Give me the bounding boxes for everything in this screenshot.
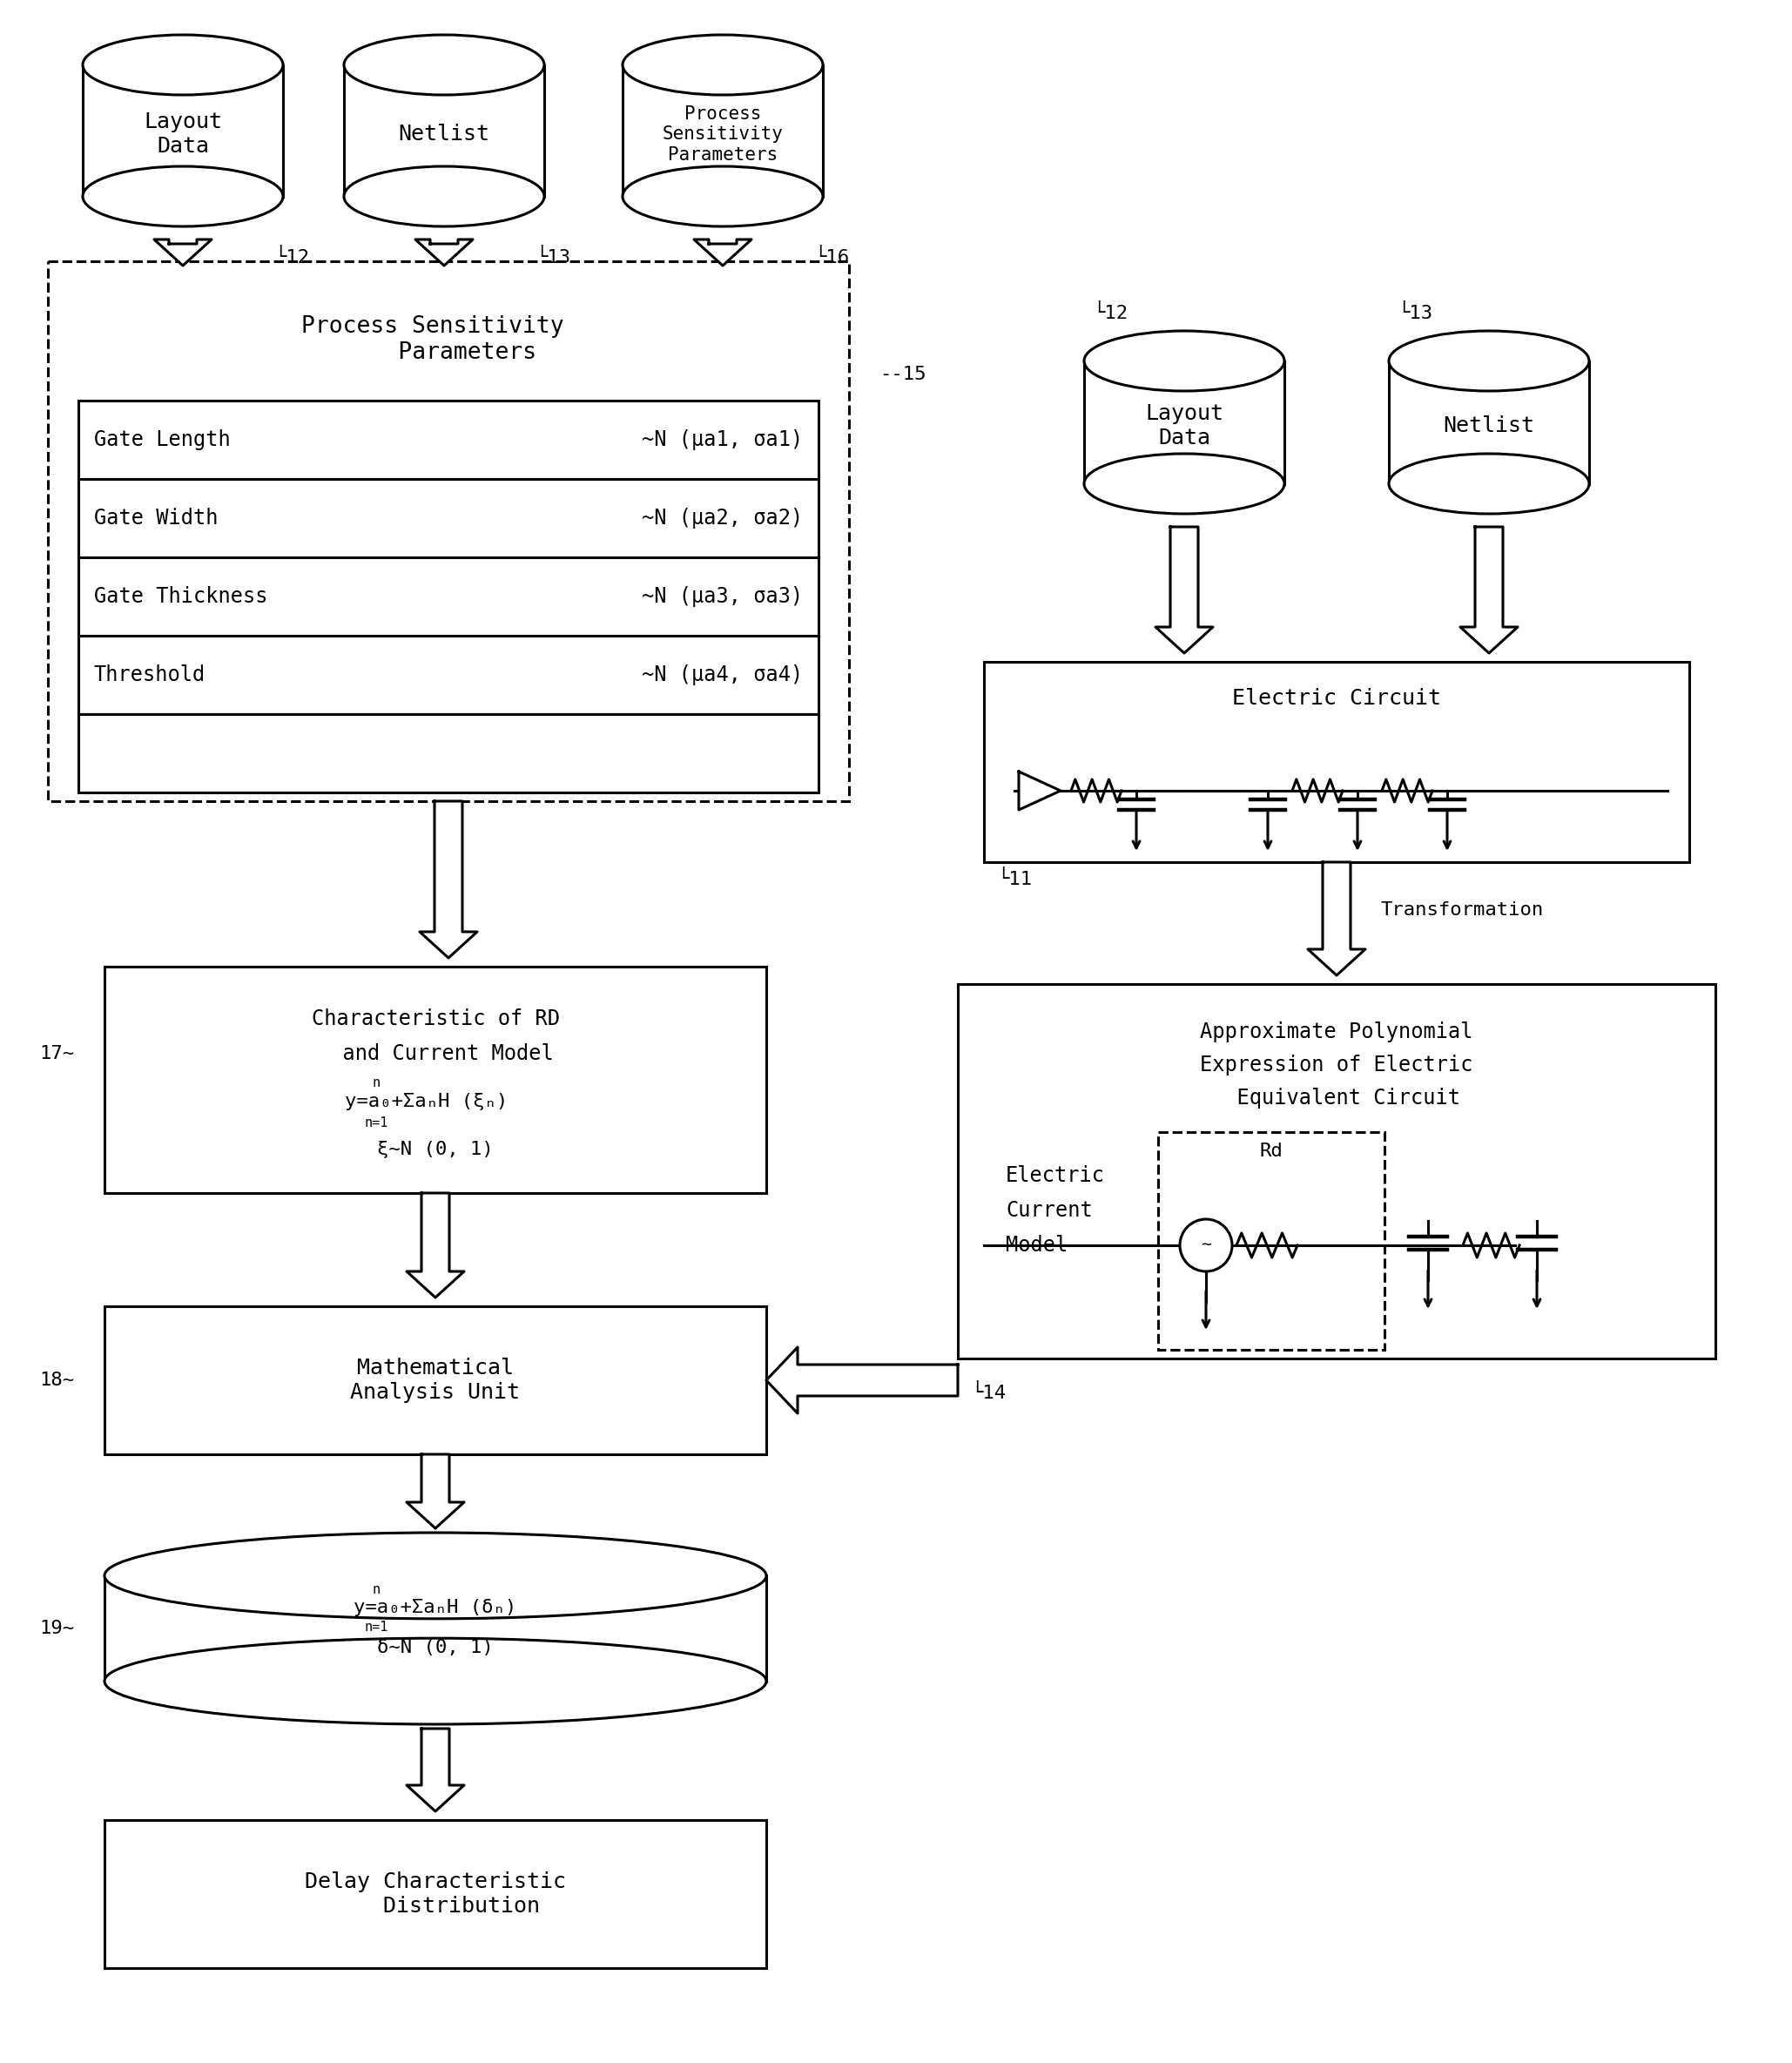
Bar	[104, 1820, 767, 1968]
Text: Gate Thickness: Gate Thickness	[93, 586, 267, 607]
Bar	[104, 1576, 767, 1681]
Ellipse shape	[344, 167, 545, 227]
Bar	[1084, 361, 1285, 483]
Text: Expression of Electric: Expression of Electric	[1201, 1054, 1473, 1075]
Bar	[79, 557, 819, 635]
Text: Netlist: Netlist	[1443, 415, 1534, 437]
Polygon shape	[154, 239, 211, 266]
Text: Mathematical
Analysis Unit: Mathematical Analysis Unit	[351, 1357, 520, 1403]
Ellipse shape	[622, 35, 823, 95]
Text: Rd: Rd	[1260, 1143, 1283, 1159]
Ellipse shape	[1084, 454, 1285, 514]
Bar	[104, 1306, 767, 1454]
Ellipse shape	[1389, 454, 1590, 514]
Text: n=1: n=1	[364, 1116, 389, 1131]
Text: Threshold: Threshold	[93, 664, 206, 685]
Polygon shape	[1020, 772, 1061, 811]
Polygon shape	[407, 1192, 464, 1298]
Text: and Current Model: and Current Model	[317, 1044, 554, 1065]
Text: Process
Sensitivity
Parameters: Process Sensitivity Parameters	[663, 105, 783, 163]
Text: 18~: 18~	[39, 1372, 73, 1388]
Text: ~N (μa4, σa4): ~N (μa4, σa4)	[642, 664, 803, 685]
Text: δ~N (0, 1): δ~N (0, 1)	[376, 1638, 493, 1657]
Bar	[1158, 1133, 1385, 1349]
Ellipse shape	[622, 167, 823, 227]
Text: ξ~N (0, 1): ξ~N (0, 1)	[376, 1141, 493, 1157]
Polygon shape	[1308, 862, 1366, 976]
Ellipse shape	[104, 1533, 767, 1619]
Text: Electric Circuit: Electric Circuit	[1233, 687, 1441, 710]
Bar	[82, 64, 283, 196]
Text: n=1: n=1	[364, 1622, 389, 1634]
Text: Gate Length: Gate Length	[93, 429, 231, 450]
Ellipse shape	[1389, 330, 1590, 392]
Text: Approximate Polynomial: Approximate Polynomial	[1201, 1021, 1473, 1042]
Text: Process Sensitivity
     Parameters: Process Sensitivity Parameters	[301, 316, 564, 363]
Text: Transformation: Transformation	[1380, 902, 1543, 918]
Bar	[104, 968, 767, 1192]
Text: Layout
Data: Layout Data	[143, 111, 222, 157]
Ellipse shape	[344, 35, 545, 95]
Text: ~N (μa3, σa3): ~N (μa3, σa3)	[642, 586, 803, 607]
Text: Delay Characteristic
    Distribution: Delay Characteristic Distribution	[305, 1871, 566, 1917]
Bar	[79, 714, 819, 792]
Text: 17~: 17~	[39, 1046, 73, 1062]
Text: └14: └14	[971, 1384, 1005, 1403]
Text: Characteristic of RD: Characteristic of RD	[312, 1009, 559, 1029]
Text: └12: └12	[1093, 305, 1127, 322]
Text: ~N (μa1, σa1): ~N (μa1, σa1)	[642, 429, 803, 450]
Polygon shape	[407, 1454, 464, 1529]
Ellipse shape	[82, 167, 283, 227]
Ellipse shape	[82, 35, 283, 95]
Circle shape	[1179, 1219, 1233, 1271]
Text: n: n	[373, 1077, 380, 1089]
Polygon shape	[767, 1347, 957, 1413]
Text: └13: └13	[1398, 305, 1432, 322]
Bar	[622, 64, 823, 196]
Bar	[957, 984, 1715, 1360]
Ellipse shape	[104, 1638, 767, 1725]
Text: └12: └12	[274, 248, 310, 266]
Text: Equivalent Circuit: Equivalent Circuit	[1213, 1087, 1460, 1108]
Text: Current: Current	[1005, 1201, 1093, 1221]
Polygon shape	[416, 239, 473, 266]
Text: Netlist: Netlist	[398, 124, 489, 144]
Bar	[984, 662, 1690, 862]
Text: └13: └13	[536, 248, 570, 266]
Ellipse shape	[1084, 330, 1285, 392]
Text: ~: ~	[1201, 1238, 1211, 1254]
Text: └11: └11	[996, 871, 1032, 889]
Polygon shape	[694, 239, 751, 266]
Text: Layout
Data: Layout Data	[1145, 404, 1224, 448]
Bar	[48, 262, 849, 800]
Text: n: n	[373, 1584, 380, 1597]
Polygon shape	[419, 800, 477, 957]
Bar	[344, 64, 545, 196]
Polygon shape	[1460, 526, 1518, 654]
Text: Gate Width: Gate Width	[93, 507, 219, 528]
Text: ~N (μa2, σa2): ~N (μa2, σa2)	[642, 507, 803, 528]
Bar	[79, 479, 819, 557]
Bar	[79, 635, 819, 714]
Polygon shape	[407, 1729, 464, 1811]
Text: y=a₀+ΣaₙH (ξₙ): y=a₀+ΣaₙH (ξₙ)	[346, 1093, 509, 1110]
Text: Model: Model	[1005, 1236, 1068, 1256]
Text: Electric: Electric	[1005, 1166, 1106, 1186]
Bar	[79, 400, 819, 479]
Polygon shape	[1156, 526, 1213, 654]
Bar	[1389, 361, 1590, 483]
Text: 19~: 19~	[39, 1619, 73, 1638]
Text: └16: └16	[814, 248, 849, 266]
Text: y=a₀+ΣaₙH (δₙ): y=a₀+ΣaₙH (δₙ)	[353, 1599, 516, 1615]
Text: --15: --15	[880, 365, 926, 384]
